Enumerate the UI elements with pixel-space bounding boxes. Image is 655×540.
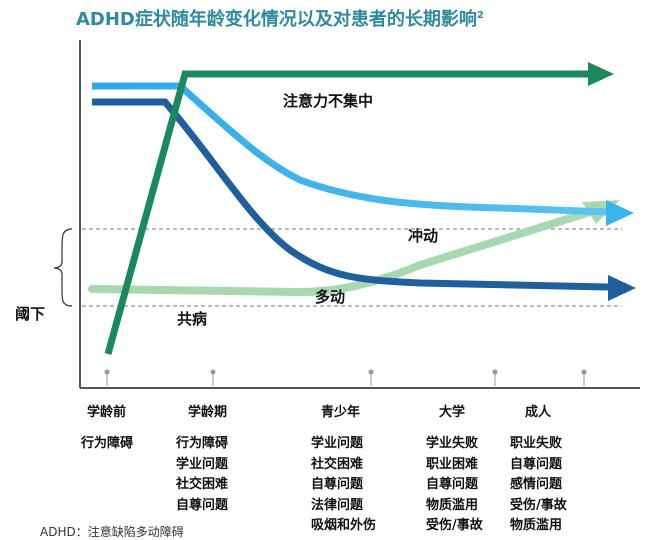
- problem-item: 社交困难: [176, 477, 229, 492]
- comorbidity-line: [88, 208, 594, 297]
- impulsivity-label: 冲动: [408, 227, 439, 245]
- problem-item: 自尊问题: [176, 497, 229, 513]
- problem-item: 学业问题: [311, 436, 364, 451]
- problem-item: 职业困难: [426, 456, 479, 472]
- problems-school-age: 行为障碍 学业问题 社交困难 自尊问题: [176, 434, 228, 516]
- problems-preschool: 行为障碍: [81, 434, 133, 455]
- stage-label-college: 大学: [439, 405, 466, 420]
- problem-item: 社交困难: [311, 456, 364, 472]
- problem-item: 自尊问题: [510, 456, 563, 472]
- problem-item: 法律问题: [311, 497, 364, 513]
- footnote: ADHD：注意缺陷多动障碍: [40, 525, 184, 539]
- problem-item: 学业失败: [426, 436, 479, 451]
- problem-item: 吸烟和外伤: [311, 518, 377, 533]
- threshold-brace: [53, 228, 73, 307]
- stage-label-adult: 成人: [525, 405, 552, 420]
- problems-adult: 职业失败 自尊问题 感情问题 受伤/事故 物质滥用: [510, 434, 567, 537]
- impulsivity-arrowhead: [606, 200, 634, 226]
- chart-title: ADHD症状随年龄变化情况以及对患者的长期影响2: [76, 9, 484, 30]
- threshold-label: 阈下: [15, 305, 46, 323]
- problem-item: 感情问题: [510, 477, 563, 492]
- problem-item: 物质滥用: [426, 497, 479, 513]
- problem-item: 职业失败: [510, 436, 563, 451]
- problem-item: 自尊问题: [426, 477, 479, 492]
- inattention-line: [104, 70, 590, 355]
- hyperactivity-arrowhead: [608, 275, 636, 301]
- problem-item: 物质滥用: [510, 518, 563, 533]
- stage-label-adolescence: 青少年: [321, 405, 361, 420]
- comorbidity-label: 共病: [177, 310, 208, 328]
- impulsivity-line: [92, 82, 609, 216]
- hyperactivity-label: 多动: [315, 288, 346, 306]
- inattention-arrowhead: [588, 62, 614, 86]
- hyperactivity-line: [92, 98, 609, 291]
- problem-item: 行为障碍: [81, 436, 134, 451]
- problem-item: 学业问题: [176, 456, 229, 472]
- problem-item: 受伤/事故: [426, 518, 483, 533]
- stage-label-preschool: 学龄前: [87, 405, 127, 420]
- stage-ticks: [104, 369, 587, 386]
- problem-item: 受伤/事故: [510, 497, 567, 513]
- problem-item: 行为障碍: [176, 436, 229, 451]
- stage-label-school-age: 学龄期: [188, 405, 228, 420]
- problems-college: 学业失败 职业困难 自尊问题 物质滥用 受伤/事故: [426, 434, 483, 537]
- inattention-label: 注意力不集中: [283, 92, 374, 110]
- problem-item: 自尊问题: [311, 477, 364, 492]
- problems-adolescence: 学业问题 社交困难 自尊问题 法律问题 吸烟和外伤: [311, 434, 376, 537]
